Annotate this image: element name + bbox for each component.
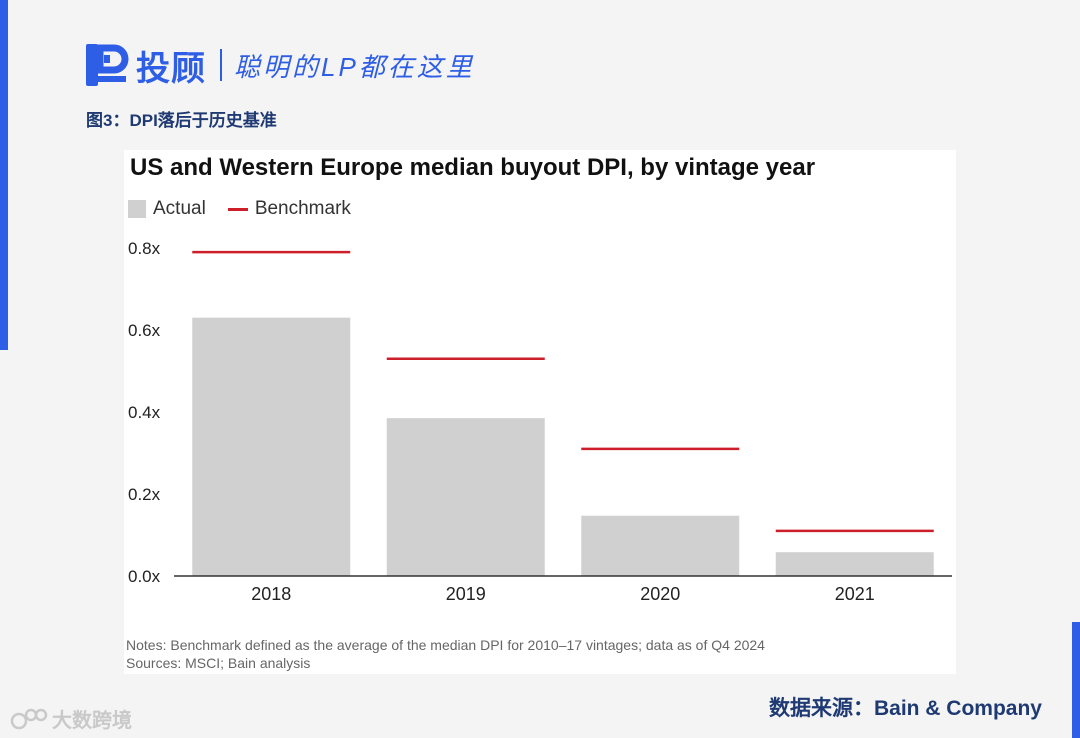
legend-benchmark-line	[227, 207, 248, 211]
brand-logo-icon	[86, 44, 129, 86]
bar-actual-2021	[775, 552, 934, 576]
x-tick-label: 2019	[446, 584, 486, 604]
chart-card: 0.0x 0.2x 0.4x 0.6x 0.8x 2018 2019 2020 2021 US …	[124, 150, 956, 674]
y-tick-label: 0.0x	[128, 567, 161, 586]
bar-actual-2020	[581, 515, 740, 576]
chart-notes: Notes: Benchmark defined as the average …	[126, 636, 765, 672]
watermark-logo-icon	[10, 708, 48, 729]
brand-name: 投顾	[136, 49, 206, 88]
x-tick-label: 2021	[835, 584, 875, 604]
bar-actual-2018	[192, 317, 351, 576]
x-tick-label: 2020	[640, 584, 680, 604]
data-source: 数据来源：Bain & Company	[768, 697, 1042, 720]
y-tick-label: 0.2x	[128, 485, 161, 504]
left-accent-bar	[0, 0, 8, 350]
chart-plot: 0.0x 0.2x 0.4x 0.6x 0.8x 2018 2019 2020 2021	[128, 239, 952, 604]
brand-slogan: 聪明的LP都在这里	[234, 51, 475, 82]
y-tick-label: 0.6x	[128, 321, 161, 340]
watermark: 大数跨境	[10, 704, 132, 733]
watermark-text: 大数跨境	[52, 710, 132, 732]
x-tick-label: 2018	[251, 584, 291, 604]
legend-actual-label: Actual	[153, 198, 206, 219]
brand-header: 投顾 聪明的LP都在这里	[84, 40, 475, 90]
figure-caption: 图3：DPI落后于历史基准	[86, 111, 277, 130]
legend-benchmark-label: Benchmark	[254, 198, 351, 219]
right-accent-bar	[1072, 622, 1080, 738]
legend-actual-swatch	[128, 200, 146, 218]
notes-line: Notes: Benchmark defined as the average …	[126, 637, 765, 653]
y-tick-label: 0.8x	[128, 239, 161, 258]
y-tick-label: 0.4x	[128, 403, 161, 422]
chart-legend: Actual Benchmark	[128, 198, 351, 220]
brand-divider	[220, 49, 222, 81]
sources-line: Sources: MSCI; Bain analysis	[126, 655, 311, 671]
bar-actual-2019	[386, 418, 545, 576]
chart-title: US and Western Europe median buyout DPI,…	[130, 154, 816, 181]
